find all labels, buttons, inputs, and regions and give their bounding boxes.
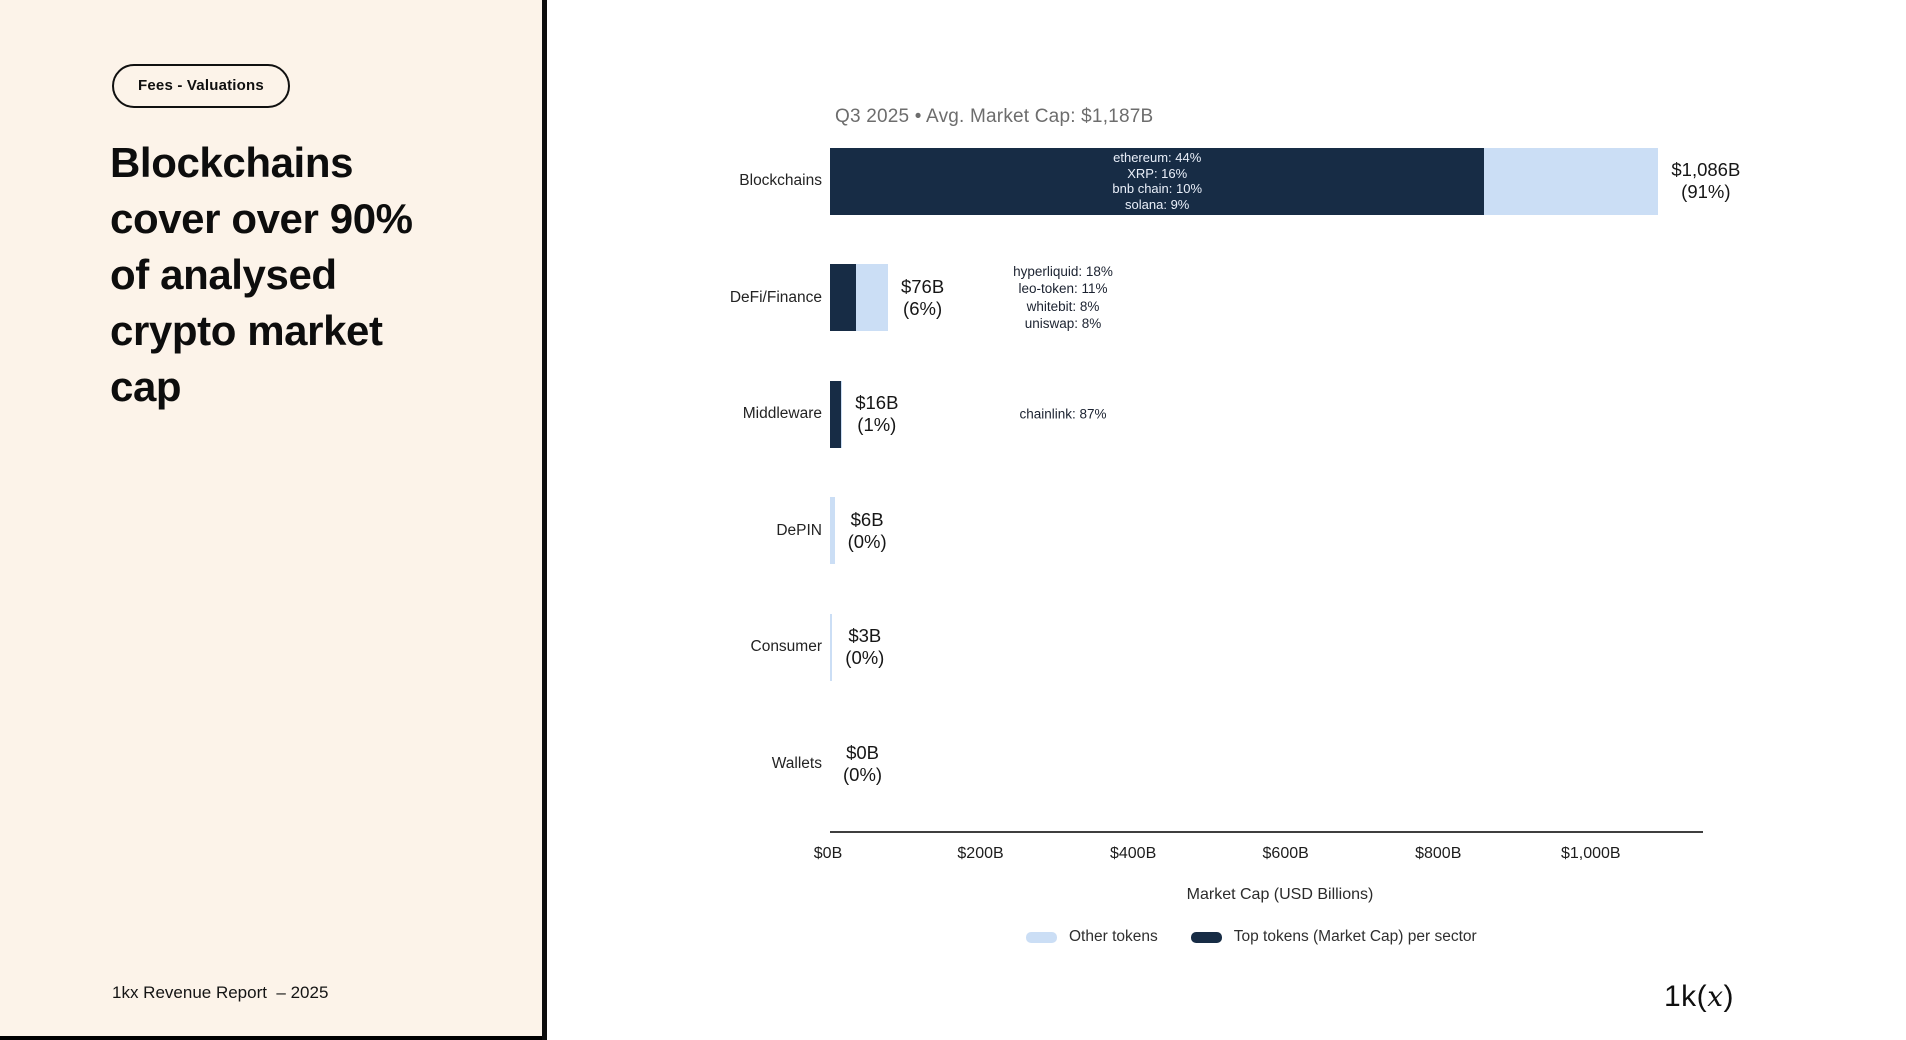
sector-label: DeFi/Finance [729, 288, 822, 306]
sector-label: Wallets [771, 754, 822, 772]
bar-segment-other-tokens [840, 380, 843, 448]
x-tick-label: $200B [957, 845, 1004, 862]
company-logo: 1k(x) [1664, 980, 1734, 1014]
legend-swatch-other [1026, 931, 1057, 943]
sidebar: Fees - Valuations Blockchains cover over… [0, 0, 542, 1040]
x-axis-line [830, 831, 1703, 833]
bar-value-label: $6B (0%) [847, 508, 887, 552]
legend-swatch-top [1190, 931, 1222, 943]
sector-label: DePIN [776, 521, 822, 539]
bar-value-label: $0B (0%) [843, 741, 883, 785]
legend-label: Other tokens [1069, 928, 1158, 945]
bar-segment-other-tokens [830, 613, 833, 681]
page-title: Blockchains cover over 90% of analysed c… [110, 139, 413, 410]
report-footer: 1kx Revenue Report – 2025 [112, 983, 329, 1002]
bar-value-label: $3B (0%) [845, 625, 885, 668]
x-tick-label: $1,000B [1560, 845, 1621, 862]
bar-segment-other-tokens [856, 264, 888, 331]
bar-segment-other-tokens [830, 497, 835, 564]
sector-label: Consumer [750, 638, 823, 655]
sector-label: Middleware [742, 405, 822, 422]
x-tick-label: $400B [1109, 845, 1157, 862]
legend-label: Top tokens (Market Cap) per sector [1233, 928, 1477, 945]
panel-divider [542, 0, 547, 1040]
x-axis-label: Market Cap (USD Billions) [1186, 886, 1374, 903]
top-token-labels: ethereum: 44% XRP: 16% bnb chain: 10% so… [1112, 150, 1203, 212]
x-tick-label: $600B [1262, 845, 1309, 862]
bar-segment-other-tokens [1484, 147, 1659, 215]
x-tick-label: $800B [1415, 845, 1462, 862]
x-tick-label: $0B [813, 845, 843, 862]
logo-text: 1k( [1664, 980, 1708, 1013]
legend-item-top-tokens: Top tokens (Market Cap) per sector [1190, 928, 1477, 946]
bar-value-label: $1,086B (91%) [1671, 159, 1741, 202]
bar-segment-top-tokens [830, 147, 1485, 215]
logo-x: x [1707, 980, 1724, 1013]
sector-label: Blockchains [739, 172, 822, 189]
bar-value-label: $16B (1%) [855, 392, 899, 435]
legend-item-other-tokens: Other tokens [1026, 928, 1158, 946]
section-badge: Fees - Valuations [112, 64, 290, 108]
chart-legend: Other tokens Top tokens (Market Cap) per… [1026, 928, 1477, 946]
bar-value-label: $76B (6%) [900, 275, 945, 319]
top-token-labels: chainlink: 87% [1019, 406, 1107, 422]
top-token-labels: hyperliquid: 18% leo-token: 11% whitebit… [1013, 263, 1113, 332]
bar-segment-top-tokens [830, 264, 857, 331]
bar-segment-top-tokens [830, 380, 841, 448]
chart-title: Q3 2025 • Avg. Market Cap: $1,187B [835, 106, 1154, 127]
logo-text: ) [1723, 980, 1734, 1013]
